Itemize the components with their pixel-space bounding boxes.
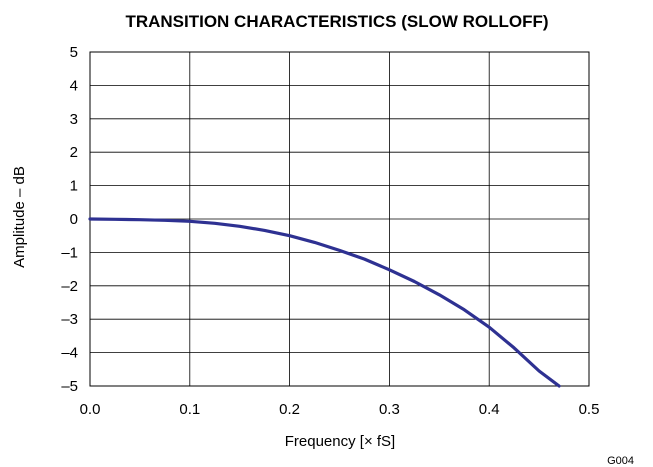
figure-id: G004 — [607, 455, 634, 467]
y-tick-label: –2 — [61, 278, 78, 295]
y-axis-ticks: 5 4 3 2 1 0 –1 –2 –3 –4 –5 — [61, 44, 78, 395]
x-tick-label: 0.5 — [579, 401, 600, 418]
plot-area — [89, 51, 590, 387]
y-tick-label: 0 — [70, 211, 78, 228]
x-tick-label: 0.1 — [179, 401, 200, 418]
y-tick-label: 2 — [70, 144, 78, 161]
x-axis-ticks: 0.0 0.1 0.2 0.3 0.4 0.5 — [80, 401, 600, 418]
y-axis-label: Amplitude – dB — [11, 166, 28, 268]
y-tick-label: –5 — [61, 378, 78, 395]
y-tick-label: –4 — [61, 345, 78, 362]
y-tick-label: –3 — [61, 311, 78, 328]
x-axis-label: Frequency [× fS] — [285, 433, 395, 450]
y-tick-label: 1 — [70, 178, 78, 195]
x-tick-label: 0.2 — [279, 401, 300, 418]
y-tick-label: 3 — [70, 111, 78, 128]
y-tick-label: 4 — [70, 77, 78, 94]
series-layer — [88, 217, 561, 388]
x-tick-label: 0.0 — [80, 401, 101, 418]
x-tick-label: 0.4 — [479, 401, 500, 418]
series-line — [88, 217, 561, 388]
chart-title: TRANSITION CHARACTERISTICS (SLOW ROLLOFF… — [125, 12, 548, 31]
y-tick-label: 5 — [70, 44, 78, 61]
x-tick-label: 0.3 — [379, 401, 400, 418]
y-tick-label: –1 — [61, 244, 78, 261]
